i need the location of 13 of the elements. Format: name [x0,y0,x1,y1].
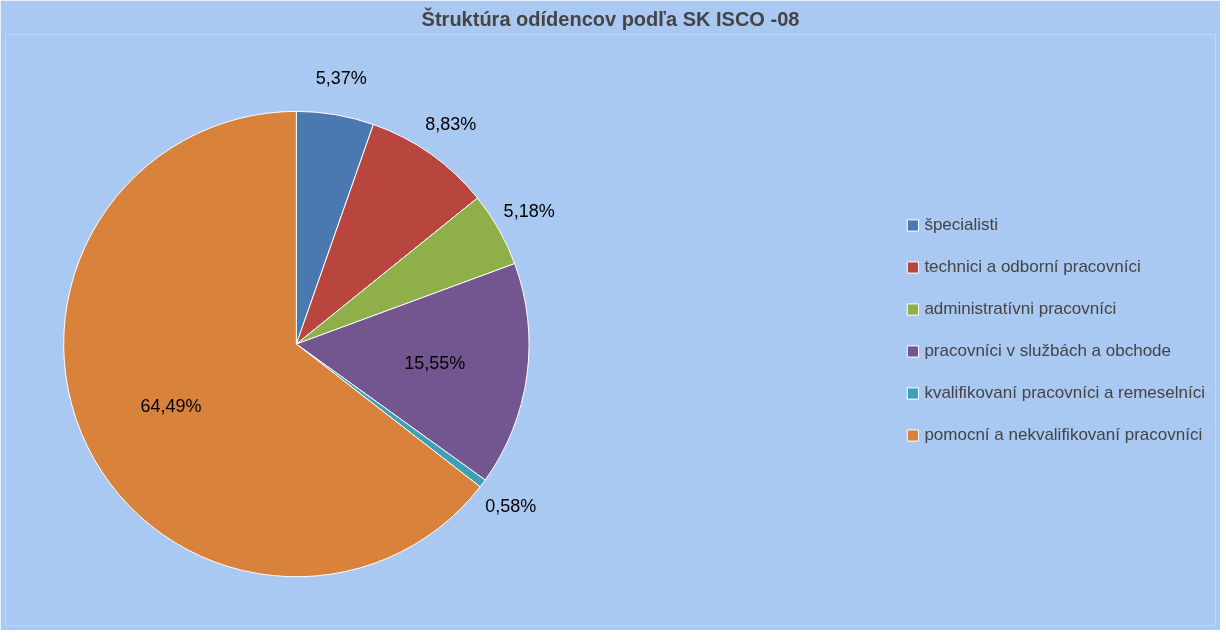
data-label: 5,18% [503,201,555,222]
legend-label: kvalifikovaní pracovníci a remeselníci [924,382,1205,403]
data-label: 8,83% [425,113,477,134]
data-label: 15,55% [404,353,466,374]
legend-label: špecialisti [924,214,999,235]
legend-label: pomocní a nekvalifikovaní pracovníci [924,424,1203,445]
data-label: 0,58% [485,495,537,516]
legend-label: technici a odborní pracovníci [924,256,1141,277]
data-label: 5,37% [315,68,367,89]
chart-title: Štruktúra odídencov podľa SK ISCO -08 [421,6,800,30]
legend-label: pracovníci v službách a obchode [924,340,1172,361]
legend-label: administratívni pracovníci [924,298,1117,319]
data-label: 64,49% [140,395,202,416]
